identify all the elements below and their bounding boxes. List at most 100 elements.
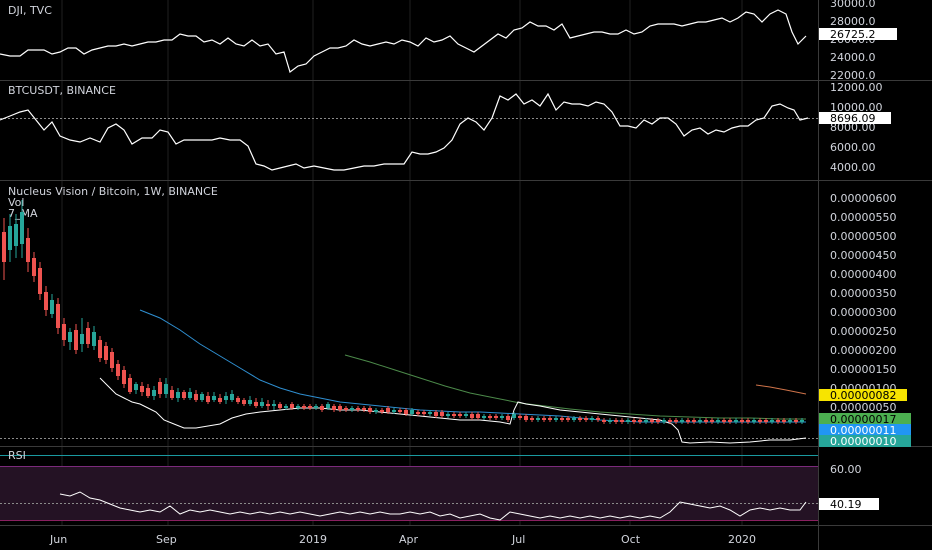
candle-body <box>614 420 618 422</box>
candle-body <box>560 418 564 420</box>
btc-last-value-badge <box>819 112 891 124</box>
candle-body <box>314 406 318 408</box>
btc-tick: 6000.00 <box>830 141 876 154</box>
candle-body <box>2 232 6 262</box>
candle-body <box>200 394 204 400</box>
main-vol-label: Vol <box>8 196 24 209</box>
btc-panel[interactable]: BTCUSDT, BINANCE 12000.00 10000.00 8000.… <box>0 81 891 174</box>
candle-body <box>116 364 120 376</box>
candle-body <box>686 420 690 422</box>
main-tick: 0.00000600 <box>830 192 896 205</box>
candle-body <box>272 404 276 406</box>
candle-body <box>254 402 258 406</box>
candle-body <box>434 412 438 416</box>
rsi-last-value-badge <box>819 498 879 510</box>
candle-body <box>638 420 642 422</box>
candle-body <box>218 398 222 402</box>
x-axis: Jun Sep 2019 Apr Jul Oct 2020 <box>49 533 756 546</box>
main-tick: 0.00000150 <box>830 363 896 376</box>
main-tick: 0.00000500 <box>830 230 896 243</box>
candle-body <box>578 418 582 420</box>
candle-body <box>692 420 696 422</box>
candle-body <box>530 418 534 420</box>
rsi-line <box>59 491 807 521</box>
candle-body <box>14 224 18 246</box>
candle-body <box>344 408 348 410</box>
candle-body <box>128 378 132 392</box>
dji-tick: 24000.0 <box>830 51 876 64</box>
btc-tick: 12000.00 <box>830 81 883 94</box>
candle-body <box>50 300 54 314</box>
candle-body <box>338 406 342 410</box>
candle-body <box>398 410 402 412</box>
candle-body <box>20 212 24 244</box>
candle-body <box>596 418 600 420</box>
candle-body <box>482 416 486 418</box>
main-tick: 0.00000350 <box>830 287 896 300</box>
candle-body <box>302 406 306 408</box>
rsi-title: RSI <box>8 449 26 462</box>
candle-body <box>182 392 186 398</box>
btc-tick: 4000.00 <box>830 161 876 174</box>
dji-panel[interactable]: DJI, TVC 30000.0 28000.0 26000.0 24000.0… <box>0 0 897 82</box>
btc-tick: 10000.00 <box>830 101 883 114</box>
rsi-last-value-label: 40.19 <box>830 498 862 511</box>
btc-title: BTCUSDT, BINANCE <box>8 84 116 97</box>
candle-body <box>758 420 762 422</box>
candle-body <box>140 386 144 392</box>
candle-body <box>764 420 768 422</box>
candle-body <box>488 416 492 418</box>
dji-title: DJI, TVC <box>8 4 52 17</box>
dji-last-value-label: 26725.2 <box>830 28 876 41</box>
candle-body <box>608 420 612 422</box>
dji-last-value-badge <box>819 28 897 40</box>
dji-tick: 28000.0 <box>830 15 876 28</box>
main-tick: 0.00000050 <box>830 401 896 414</box>
main-white-line <box>99 377 807 444</box>
candle-body <box>464 414 468 416</box>
rsi-panel[interactable]: RSI 60.00 40.19 <box>0 449 879 521</box>
price-badge-yellow-label: 0.00000082 <box>830 389 896 402</box>
ma-orange-line <box>755 384 807 395</box>
candle-body <box>62 324 66 340</box>
dji-tick: 22000.0 <box>830 69 876 82</box>
candle-body <box>152 390 156 396</box>
candle-body <box>602 420 606 422</box>
candle-body <box>698 420 702 422</box>
candle-body <box>392 410 396 412</box>
main-tick: 0.00000400 <box>830 268 896 281</box>
candle-body <box>650 420 654 422</box>
rsi-tick: 60.00 <box>830 463 862 476</box>
ma-green-line <box>344 354 806 420</box>
candle-body <box>134 384 138 390</box>
candle-body <box>746 420 750 422</box>
x-axis-label: Oct <box>621 533 641 546</box>
candle-body <box>458 414 462 416</box>
candle-body <box>410 410 414 414</box>
candle-body <box>296 406 300 408</box>
candle-body <box>674 420 678 422</box>
candle-body <box>260 402 264 406</box>
candle-body <box>248 400 252 404</box>
candle-body <box>32 258 36 276</box>
main-panel[interactable]: Nucleus Vision / Bitcoin, 1W, BINANCE Vo… <box>0 185 911 448</box>
btc-tick: 8000.00 <box>830 121 876 134</box>
price-badge-green-label: 0.00000017 <box>830 413 896 426</box>
candle-body <box>146 388 150 396</box>
candle-body <box>164 384 168 394</box>
candle-body <box>452 414 456 416</box>
candle-body <box>416 412 420 414</box>
candle-body <box>290 404 294 408</box>
price-badge-teal <box>819 435 911 447</box>
price-badge-yellow <box>819 389 907 401</box>
candle-body <box>92 332 96 346</box>
candles <box>2 200 804 424</box>
candle-body <box>440 412 444 416</box>
main-tick: 0.00000300 <box>830 306 896 319</box>
candle-body <box>374 410 378 412</box>
candle-body <box>620 420 624 422</box>
price-badges: 0.00000082 0.00000017 0.00000011 0.00000… <box>819 389 911 448</box>
candle-body <box>320 406 324 410</box>
